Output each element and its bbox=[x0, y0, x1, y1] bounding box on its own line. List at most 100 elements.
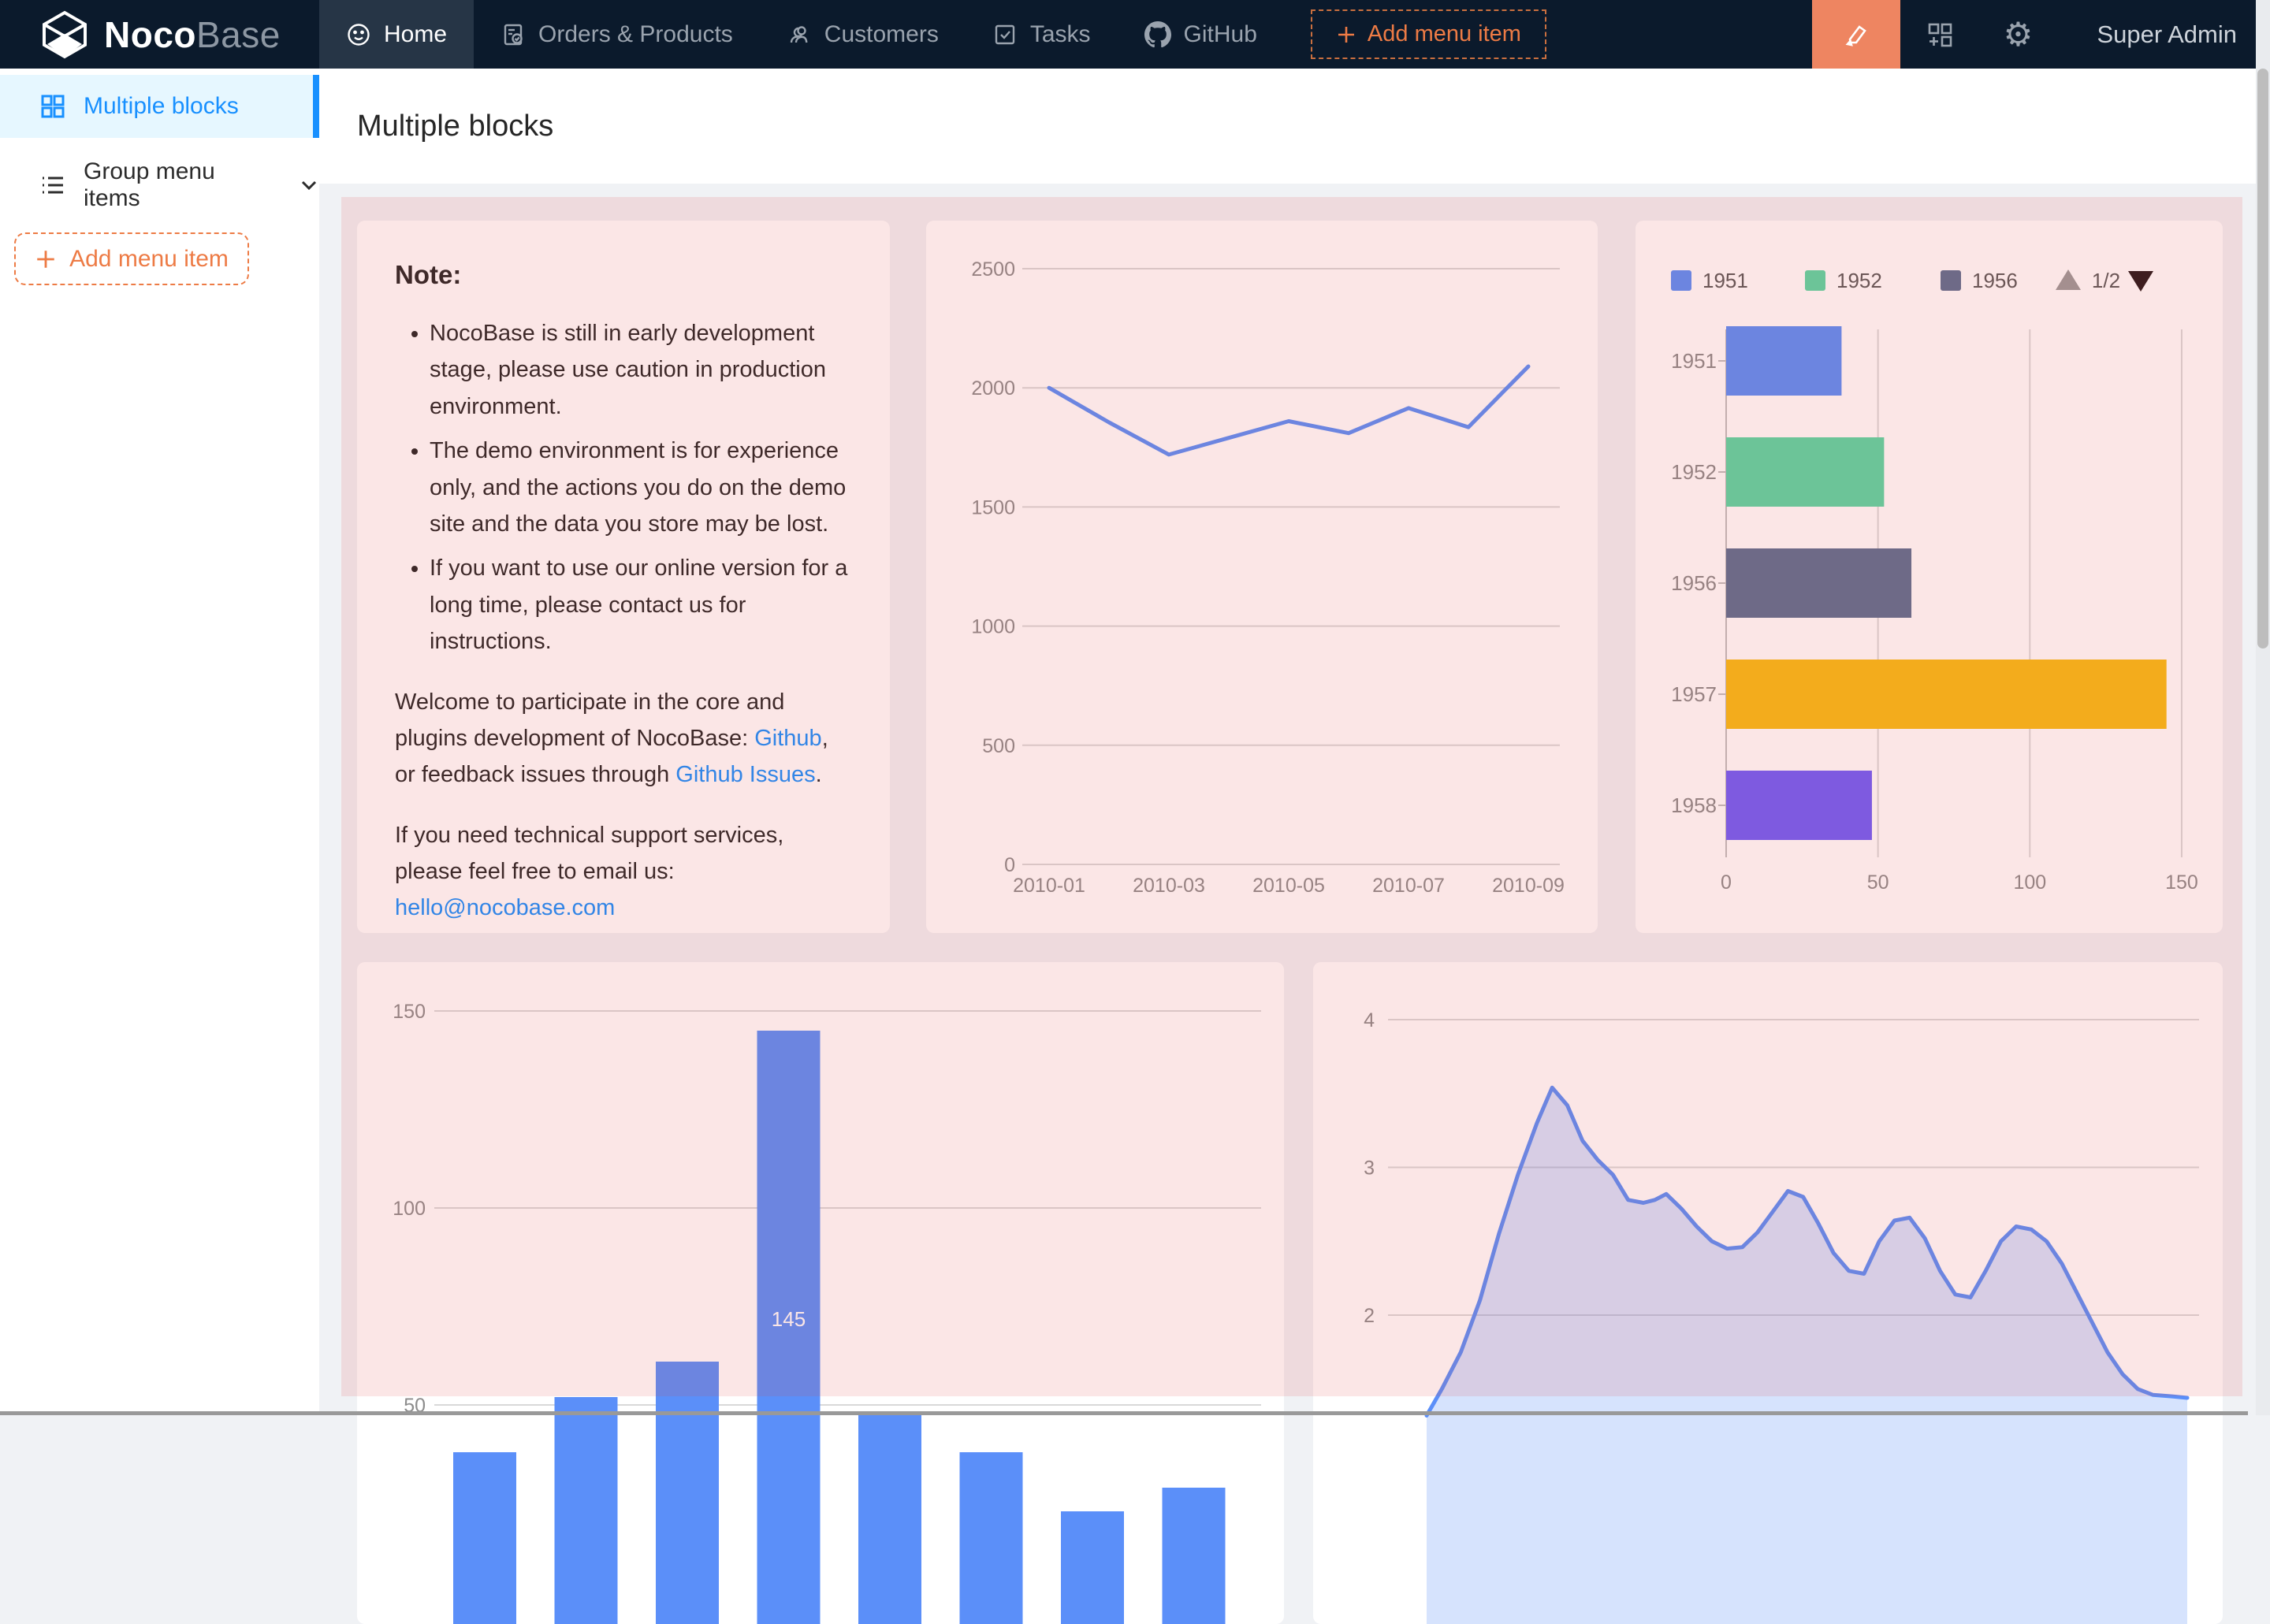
horizontal-bar-chart-block: 0 50 100 150 1951 1952 1956 1957 1958 1951 1952 195… bbox=[1636, 221, 2223, 933]
unordered-list-icon bbox=[39, 172, 66, 199]
svg-text:1956: 1956 bbox=[1671, 571, 1717, 595]
svg-text:1957: 1957 bbox=[1671, 682, 1717, 706]
sidebar-item-multiple-blocks[interactable]: Multiple blocks bbox=[0, 75, 319, 138]
area-chart-block: 2 3 4 bbox=[1313, 962, 2223, 1624]
plugin-manager-button[interactable] bbox=[1900, 0, 1979, 69]
tab-label: GitHub bbox=[1184, 21, 1257, 48]
svg-text:1952: 1952 bbox=[1671, 460, 1717, 484]
svg-text:145: 145 bbox=[772, 1307, 806, 1331]
line-chart-block: 0 500 1000 1500 2000 2500 2010-01 2010-03 2010-0… bbox=[926, 221, 1598, 933]
horizontal-bar-chart: 0 50 100 150 1951 1952 1956 1957 1958 1951 1952 195… bbox=[1636, 221, 2223, 933]
github-link[interactable]: Github bbox=[754, 726, 821, 751]
tab-label: Customers bbox=[824, 21, 939, 48]
svg-text:3: 3 bbox=[1364, 1158, 1375, 1180]
svg-text:2: 2 bbox=[1364, 1305, 1375, 1327]
svg-text:4: 4 bbox=[1364, 1009, 1375, 1031]
tab-label: Home bbox=[384, 21, 447, 48]
svg-text:1952: 1952 bbox=[1836, 269, 1882, 292]
brand[interactable]: NocoBase bbox=[0, 0, 319, 69]
note-bullet-list: NocoBase is still in early development s… bbox=[430, 315, 852, 660]
svg-text:1/2: 1/2 bbox=[2092, 269, 2120, 292]
svg-text:1956: 1956 bbox=[1972, 269, 2018, 292]
user-name: Super Admin bbox=[2097, 20, 2238, 49]
sidebar-item-label: Multiple blocks bbox=[84, 93, 239, 120]
check-square-icon bbox=[992, 22, 1018, 47]
svg-text:2010-07: 2010-07 bbox=[1372, 875, 1445, 897]
sidebar-add-menu-item-button[interactable]: Add menu item bbox=[14, 232, 249, 285]
ui-editor-button[interactable] bbox=[1812, 0, 1900, 69]
svg-text:100: 100 bbox=[393, 1198, 426, 1220]
svg-text:500: 500 bbox=[982, 735, 1015, 757]
tab-label: Orders & Products bbox=[538, 21, 733, 48]
vertical-bar-chart-block: 50100150145 bbox=[357, 962, 1284, 1624]
gear-icon: ⚙ bbox=[2004, 15, 2034, 54]
tab-label: Tasks bbox=[1030, 21, 1091, 48]
note-bullet: If you want to use our online version fo… bbox=[430, 550, 852, 660]
note-bullet: NocoBase is still in early development s… bbox=[430, 315, 852, 425]
tab-home[interactable]: Home bbox=[319, 0, 474, 69]
nocobase-logo-icon bbox=[39, 9, 90, 60]
svg-text:0: 0 bbox=[1004, 854, 1015, 876]
user-menu[interactable]: Super Admin bbox=[2058, 0, 2270, 69]
plus-icon bbox=[35, 248, 57, 270]
sidebar: Multiple blocks Group menu items Add bbox=[0, 69, 319, 1415]
smile-icon bbox=[346, 22, 371, 47]
vertical-scrollbar-thumb[interactable] bbox=[2257, 69, 2268, 648]
note-markdown-block: Note: NocoBase is still in early develop… bbox=[357, 221, 890, 933]
main-menu: Home Orders & Products bbox=[319, 0, 1546, 69]
svg-text:2010-09: 2010-09 bbox=[1492, 875, 1565, 897]
tab-customers[interactable]: Customers bbox=[760, 0, 966, 69]
sidebar-add-menu-item-label: Add menu item bbox=[69, 246, 229, 273]
svg-text:150: 150 bbox=[393, 1001, 426, 1023]
note-heading: Note: bbox=[395, 260, 852, 290]
tab-orders-products[interactable]: Orders & Products bbox=[474, 0, 760, 69]
brand-name-bold: Noco bbox=[104, 14, 196, 55]
svg-text:1951: 1951 bbox=[1702, 269, 1748, 292]
note-bullet: The demo environment is for experience o… bbox=[430, 433, 852, 542]
tab-tasks[interactable]: Tasks bbox=[966, 0, 1118, 69]
note-paragraph: If you need technical support services, … bbox=[395, 817, 852, 927]
svg-text:1000: 1000 bbox=[971, 616, 1015, 638]
sidebar-item-group-menu-items[interactable]: Group menu items bbox=[0, 154, 319, 217]
svg-text:50: 50 bbox=[1867, 871, 1889, 894]
svg-text:150: 150 bbox=[2165, 871, 2198, 894]
tab-github[interactable]: GitHub bbox=[1118, 0, 1284, 69]
plus-icon bbox=[1336, 24, 1356, 45]
svg-text:1951: 1951 bbox=[1671, 349, 1717, 373]
svg-text:2000: 2000 bbox=[971, 377, 1015, 399]
svg-text:100: 100 bbox=[2013, 871, 2046, 894]
area-chart: 2 3 4 bbox=[1313, 962, 2223, 1624]
svg-text:2010-01: 2010-01 bbox=[1013, 875, 1085, 897]
note-text: Welcome to participate in the core and p… bbox=[395, 689, 784, 751]
svg-text:1958: 1958 bbox=[1671, 793, 1717, 817]
team-icon bbox=[787, 22, 812, 47]
form-icon bbox=[501, 22, 526, 47]
vertical-bar-chart: 50100150145 bbox=[357, 962, 1284, 1624]
navbar-right-actions: ⚙ Super Admin bbox=[1812, 0, 2270, 69]
nav-add-menu-item-label: Add menu item bbox=[1368, 21, 1521, 47]
svg-text:1500: 1500 bbox=[971, 496, 1015, 518]
settings-button[interactable]: ⚙ bbox=[1979, 0, 2058, 69]
appstore-grid-icon bbox=[39, 93, 66, 120]
highlighter-icon bbox=[1840, 19, 1872, 50]
github-issues-link[interactable]: Github Issues bbox=[675, 762, 815, 787]
svg-text:2010-05: 2010-05 bbox=[1252, 875, 1325, 897]
line-chart: 0 500 1000 1500 2000 2500 2010-01 2010-03 2010-0… bbox=[926, 221, 1598, 933]
note-paragraph: Welcome to participate in the core and p… bbox=[395, 684, 852, 793]
top-navbar: NocoBase Home bbox=[0, 0, 2270, 69]
email-link[interactable]: hello@nocobase.com bbox=[395, 895, 615, 920]
sidebar-item-label: Group menu items bbox=[84, 158, 270, 212]
svg-text:2010-03: 2010-03 bbox=[1133, 875, 1205, 897]
brand-name-light: Base bbox=[196, 14, 281, 55]
note-text: . bbox=[816, 762, 822, 787]
horizontal-scrollbar-thumb[interactable] bbox=[0, 1411, 2248, 1415]
page-header: Multiple blocks bbox=[319, 69, 2270, 184]
github-icon bbox=[1144, 21, 1171, 48]
appstore-add-icon bbox=[1925, 20, 1955, 50]
svg-text:2500: 2500 bbox=[971, 258, 1015, 281]
nav-add-menu-item-button[interactable]: Add menu item bbox=[1311, 9, 1546, 59]
svg-text:0: 0 bbox=[1721, 871, 1732, 894]
chevron-down-icon bbox=[299, 175, 319, 195]
note-text: If you need technical support services, … bbox=[395, 823, 783, 884]
page-title: Multiple blocks bbox=[357, 69, 553, 184]
